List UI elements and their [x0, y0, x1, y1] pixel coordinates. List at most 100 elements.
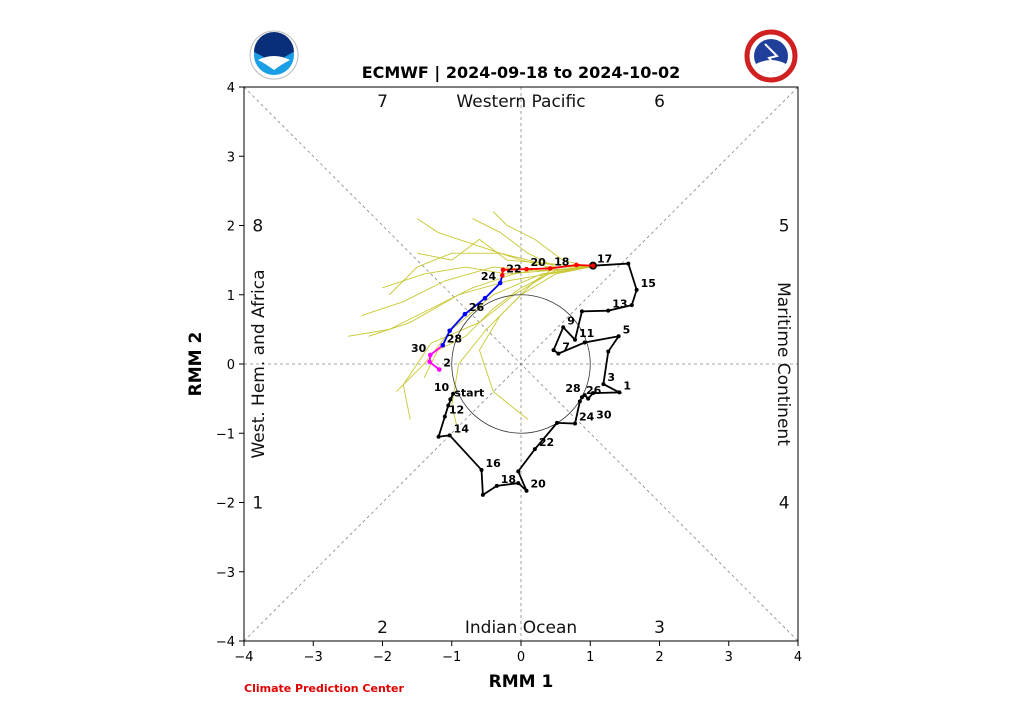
- region-label-bottom: Indian Ocean: [465, 618, 577, 638]
- observed-point: [446, 403, 451, 408]
- observed-point: [573, 337, 578, 342]
- forecast-point-label: 18: [554, 255, 569, 268]
- nws-logo: [744, 29, 798, 83]
- observed-point-label: 13: [612, 298, 627, 311]
- observed-point-label: 18: [501, 473, 516, 486]
- ensemble-member-line: [478, 266, 591, 420]
- noaa-logo: [249, 30, 299, 80]
- observed-point-label: 12: [449, 404, 464, 417]
- forecast-point: [500, 273, 505, 278]
- phase-label: 5: [779, 217, 790, 237]
- y-tick-label: 2: [227, 220, 235, 235]
- observed-point-label: 17: [597, 253, 612, 266]
- observed-point-label: 22: [539, 436, 554, 449]
- forecast-point: [427, 359, 432, 365]
- forecast-point: [524, 266, 529, 272]
- observed-point-label: 5: [623, 323, 631, 336]
- observed-point-label: 24: [579, 411, 595, 424]
- observed-point-label: 16: [486, 457, 502, 470]
- phase-label: 1: [252, 494, 263, 514]
- observed-point: [617, 390, 622, 395]
- region-label-top: Western Pacific: [456, 92, 585, 112]
- forecast-segment: [526, 267, 551, 271]
- observed-point: [551, 348, 556, 353]
- forecast-segment: [484, 282, 501, 299]
- y-axis-label: RMM 2: [186, 332, 206, 397]
- observed-point-label: 20: [531, 478, 547, 491]
- forecast-point: [497, 280, 503, 286]
- ensemble-member-line: [396, 266, 591, 393]
- forecast-segment: [502, 268, 527, 271]
- observed-point: [577, 399, 582, 404]
- forecast-segment: [449, 313, 466, 332]
- x-tick-label: −4: [234, 650, 253, 665]
- ensemble-member-line: [389, 252, 591, 296]
- forecast-segment: [429, 344, 444, 356]
- observed-point-label: 1: [623, 379, 631, 392]
- forecast-segment: [549, 264, 577, 270]
- x-tick-label: −2: [373, 650, 392, 665]
- x-tick-label: 3: [725, 650, 733, 665]
- forecast-point: [574, 262, 579, 268]
- observed-point-label: 10: [434, 381, 450, 394]
- forecast-point: [436, 367, 442, 372]
- phase-label: 3: [654, 618, 665, 638]
- observed-point: [447, 433, 452, 438]
- observed-point: [516, 481, 521, 486]
- x-tick-label: 2: [655, 650, 663, 665]
- x-tick-label: −1: [442, 650, 461, 665]
- observed-point: [629, 303, 634, 308]
- unit-circle: [451, 294, 591, 434]
- observed-point: [586, 396, 591, 401]
- ensemble-member-line: [492, 211, 591, 268]
- observed-point: [606, 308, 611, 313]
- forecast-point-label: 26: [469, 301, 485, 314]
- observed-point: [479, 467, 484, 472]
- forecast-point: [462, 311, 468, 317]
- observed-point: [634, 287, 639, 292]
- x-tick-label: −3: [304, 650, 323, 665]
- x-axis-label: RMM 1: [489, 672, 554, 692]
- observed-point: [579, 309, 584, 314]
- forecast-point: [427, 352, 433, 358]
- forecast-point-label: 20: [531, 256, 547, 269]
- observed-point: [555, 420, 560, 425]
- phase-label: 4: [779, 494, 790, 514]
- forecast-segment: [441, 330, 451, 346]
- phase-label: 8: [252, 217, 263, 237]
- chart-title: ECMWF | 2024-09-18 to 2024-10-02: [362, 63, 681, 83]
- forecast-point-label: 22: [506, 262, 521, 275]
- forecast-point-label: 30: [411, 342, 427, 355]
- observed-point-label: 15: [641, 277, 656, 290]
- cpc-credit: Climate Prediction Center: [244, 682, 404, 695]
- observed-point-label: 26: [586, 384, 602, 397]
- observed-point: [442, 414, 447, 419]
- observed-point: [573, 421, 578, 426]
- observed-point-label: 7: [562, 341, 570, 354]
- observed-point: [451, 391, 456, 396]
- observed-point-label: 14: [454, 422, 470, 435]
- observed-point-label: 9: [567, 314, 575, 327]
- phase-label: 7: [377, 92, 388, 112]
- region-label-right: Maritime Continent: [773, 282, 793, 446]
- y-tick-label: 3: [227, 150, 235, 165]
- x-tick-label: 1: [586, 650, 594, 665]
- forecast-point: [440, 343, 446, 348]
- y-tick-label: −2: [216, 497, 235, 512]
- observed-point-label: 28: [565, 382, 580, 395]
- forecast-point: [590, 263, 596, 268]
- forecast-point: [547, 266, 553, 271]
- phase-label: 2: [377, 618, 388, 638]
- y-tick-label: −1: [216, 427, 235, 442]
- observed-point: [579, 395, 584, 400]
- forecast-point: [500, 267, 506, 273]
- phase-label: 6: [654, 92, 665, 112]
- observed-point: [582, 393, 587, 398]
- forecast-point-label: 28: [447, 332, 462, 345]
- forecast-point-label: 2: [443, 357, 451, 370]
- x-tick-label: 0: [517, 650, 525, 665]
- observed-point: [556, 351, 561, 356]
- y-tick-label: −3: [216, 566, 235, 581]
- observed-point: [448, 397, 453, 402]
- region-label-left: West. Hem. and Africa: [249, 269, 269, 458]
